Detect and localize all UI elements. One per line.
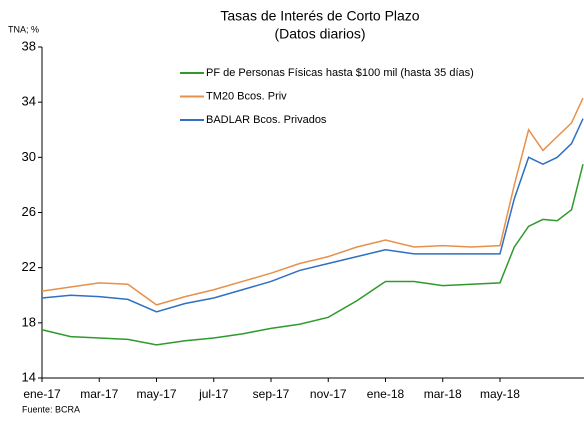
y-tick-label: 30 [22,149,36,164]
y-tick-label: 26 [22,204,36,219]
source: Fuente: BCRA [22,404,80,414]
y-tick-label: 38 [22,38,36,53]
y-tick-label: 34 [22,94,36,109]
y-tick-label: 18 [22,314,36,329]
legend-label: TM20 Bcos. Priv [206,90,287,102]
y-tick-label: 22 [22,259,36,274]
x-tick-label: mar-17 [80,387,118,401]
x-tick-label: may-17 [136,387,176,401]
series-line [41,164,584,346]
y-axis-label: TNA; % [8,24,39,34]
chart-subtitle: (Datos diarios) [274,26,365,42]
legend-label: BADLAR Bcos. Privados [206,114,327,126]
y-tick-label: 14 [22,369,36,384]
x-tick-label: mar-18 [424,387,462,401]
chart-title: Tasas de Interés de Corto Plazo [220,8,419,24]
x-tick-label: may-18 [480,387,520,401]
series-line [41,97,584,306]
x-tick-label: ene-18 [367,387,405,401]
x-tick-label: ene-17 [23,387,61,401]
x-tick-label: jul-17 [198,387,229,401]
x-tick-label: nov-17 [310,387,347,401]
legend-label: PF de Personas Físicas hasta $100 mil (h… [206,67,474,79]
series-line [41,118,584,313]
x-tick-label: sep-17 [253,387,290,401]
